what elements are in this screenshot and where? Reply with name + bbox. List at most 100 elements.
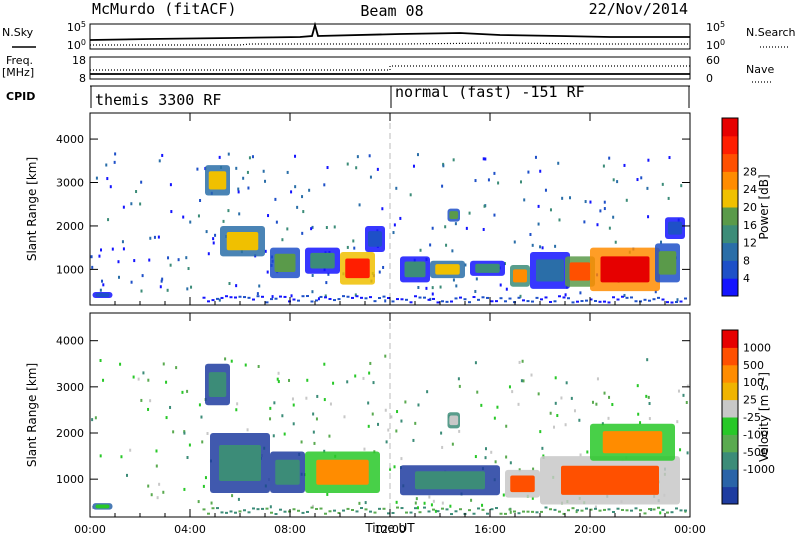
echo-speck: [196, 167, 199, 171]
ground-scatter-mark: [459, 508, 462, 511]
echo-speck: [416, 506, 419, 510]
echo-speck: [311, 504, 314, 508]
echo-speck: [149, 236, 152, 240]
echo-speck: [222, 219, 225, 223]
colorbar-swatch: [722, 451, 738, 470]
echo-speck: [414, 501, 417, 505]
ground-scatter-mark: [207, 512, 210, 515]
ground-scatter-mark: [481, 508, 485, 511]
echo-speck: [400, 419, 403, 423]
ground-scatter-mark: [517, 512, 521, 515]
echo-speck: [306, 378, 309, 382]
echo-speck: [487, 178, 490, 182]
echo-speck: [238, 212, 241, 216]
echo-speck: [579, 453, 582, 457]
echo-speck: [135, 190, 138, 194]
y-axis-label: Slant Range [km]: [25, 157, 39, 261]
echo-speck: [99, 288, 102, 292]
colorbar-swatch: [722, 417, 738, 435]
echo-speck: [493, 171, 496, 175]
echo-speck: [290, 190, 293, 194]
echo-speck: [326, 166, 329, 170]
colorbar-swatch: [722, 171, 738, 190]
ground-scatter-mark: [535, 511, 539, 514]
echo-speck: [186, 287, 189, 291]
data-marks: [90, 152, 687, 304]
echo-speck: [206, 432, 209, 436]
echo-speck: [158, 482, 161, 486]
echo-speck: [476, 390, 479, 394]
echo-speck: [400, 457, 403, 461]
echo-speck: [376, 167, 379, 171]
echo-speck: [393, 465, 396, 469]
echo-speck: [256, 292, 259, 296]
ground-scatter-mark: [679, 300, 683, 303]
echo-speck: [554, 401, 557, 405]
nsky-panel: N.Sky 105 100 105 100 N.Search: [2, 20, 796, 52]
ground-scatter-mark: [387, 297, 390, 300]
echo-speck: [470, 498, 473, 502]
echo-speck: [197, 500, 200, 504]
ground-scatter-mark: [549, 300, 552, 303]
ground-scatter-mark: [513, 510, 516, 513]
ground-scatter-mark: [414, 507, 417, 510]
echo-speck: [449, 504, 452, 508]
echo-speck: [395, 186, 398, 190]
ground-scatter-mark: [567, 509, 570, 512]
echo-speck: [166, 288, 169, 292]
colorbar-swatch: [722, 469, 738, 488]
echo-speck: [224, 357, 227, 361]
echo-speck: [114, 152, 117, 156]
echo-patch-core: [475, 263, 500, 273]
ground-scatter-mark: [612, 296, 615, 299]
echo-speck: [258, 284, 261, 288]
echo-speck: [100, 248, 103, 252]
ground-scatter-mark: [414, 295, 417, 298]
ground-scatter-mark: [450, 513, 453, 516]
echo-speck: [654, 290, 657, 294]
ground-scatter-mark: [337, 511, 341, 514]
echo-speck: [294, 185, 297, 189]
echo-speck: [212, 241, 215, 245]
ground-scatter-mark: [621, 295, 624, 298]
echo-speck: [311, 273, 314, 277]
ground-scatter-mark: [666, 511, 669, 514]
ground-scatter-mark: [346, 507, 350, 510]
ground-scatter-mark: [202, 296, 206, 299]
x-axis-label: Time UT: [364, 521, 415, 535]
echo-speck: [623, 293, 626, 297]
echo-speck: [396, 410, 399, 414]
echo-speck: [153, 235, 156, 239]
ground-scatter-mark: [666, 301, 669, 304]
ground-scatter-mark: [544, 296, 548, 299]
ground-scatter-mark: [292, 508, 296, 511]
ground-scatter-mark: [369, 510, 372, 513]
echo-speck: [91, 418, 94, 422]
echo-speck: [534, 155, 537, 159]
echo-speck: [149, 399, 152, 403]
echo-speck: [541, 446, 544, 450]
echo-speck: [292, 403, 295, 407]
ground-scatter-mark: [450, 300, 453, 303]
echo-speck: [493, 416, 496, 420]
echo-speck: [355, 166, 358, 170]
echo-speck: [352, 239, 355, 243]
echo-speck: [607, 416, 610, 420]
echo-patch-core: [658, 251, 677, 275]
colorbar-tick-label: 8: [743, 254, 750, 267]
echo-speck: [227, 209, 230, 213]
ground-scatter-mark: [247, 511, 251, 514]
echo-speck: [646, 358, 649, 362]
echo-patch-core: [449, 415, 459, 426]
ground-scatter-mark: [243, 509, 246, 512]
ground-scatter-mark: [459, 296, 462, 299]
y-axis-label: Slant Range [km]: [25, 363, 39, 467]
echo-patch-core: [316, 459, 369, 485]
y-tick-label: 3000: [56, 381, 84, 394]
ground-scatter-mark: [234, 296, 237, 299]
ground-scatter-mark: [283, 510, 287, 513]
echo-speck: [570, 396, 573, 400]
echo-speck: [273, 401, 276, 405]
echo-speck: [439, 285, 442, 289]
ground-scatter-mark: [670, 511, 674, 514]
